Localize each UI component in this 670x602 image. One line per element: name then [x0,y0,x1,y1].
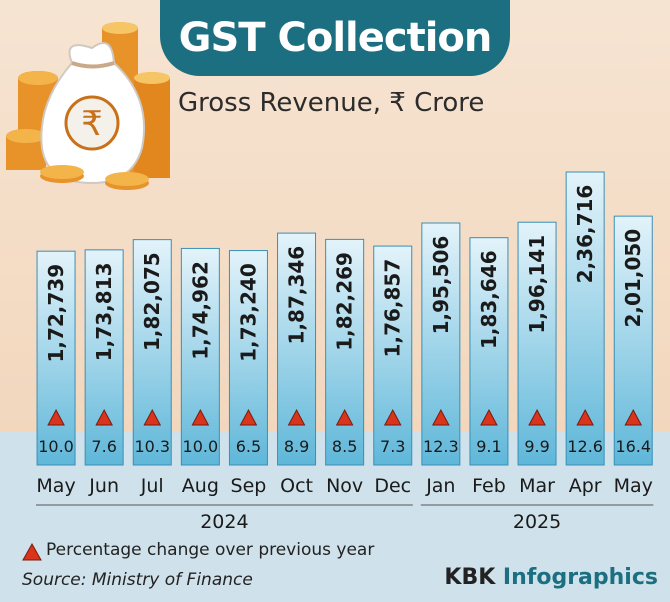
bar-3 [180,247,220,466]
x-tick-label: Mar [519,475,555,497]
growth-marker [480,408,498,426]
x-tick-label: Jun [88,475,119,497]
bar-2 [132,239,172,466]
x-tick-label: Apr [569,475,602,497]
growth-marker [95,408,113,426]
growth-marker [624,408,643,426]
growth-marker [239,408,258,426]
bar-chart: 1,72,739 10.0 May 1,73,813 7.6 Jun 1,82,075 10.… [36,171,654,533]
x-tick-label: Sep [231,475,267,497]
bar-value-label: 2,01,050 [621,229,645,328]
growth-marker [191,408,210,426]
growth-label: 12.3 [423,437,459,456]
money-bag-coins-icon: ₹ [6,22,170,190]
x-tick-label: Feb [472,475,506,497]
brand-part1: KBK [444,565,503,590]
growth-label: 7.3 [380,437,405,456]
bar-7 [373,245,413,466]
brand-part2: Infographics [502,565,658,590]
bar-value-label: 1,74,962 [188,261,212,360]
x-tick-label: Aug [182,475,219,497]
bar-value-label: 1,76,857 [381,259,405,358]
bar-value-label: 2,36,716 [573,185,597,284]
bar-5 [277,232,317,466]
growth-label: 9.9 [524,437,549,456]
growth-label: 16.4 [615,437,651,456]
brand-logo: KBK Infographics [444,565,658,590]
chart-title: GST Collection [178,15,493,61]
growth-label: 10.0 [38,437,74,456]
growth-marker [47,408,65,426]
bar-value-label: 1,87,346 [285,246,309,345]
bar-value-label: 1,95,506 [429,236,453,335]
source-note: Source: Ministry of Finance [22,570,253,590]
bar-1 [84,249,124,466]
growth-marker [143,408,162,426]
red-triangle-icon [22,543,42,561]
bar-value-label: 1,82,075 [140,252,164,351]
x-tick-label: Dec [374,475,411,497]
growth-label: 8.9 [284,437,309,456]
growth-label: 7.6 [91,437,116,456]
bar-value-label: 1,82,269 [333,252,357,351]
growth-marker [383,408,402,426]
growth-marker [335,408,354,426]
legend-label: Percentage change over previous year [46,540,375,560]
bar-value-label: 1,73,240 [236,263,260,362]
bar-value-label: 1,83,646 [477,250,501,349]
bar-9 [469,237,509,466]
bar-6 [325,238,365,466]
bar-0 [36,250,76,466]
year-label: 2025 [513,511,561,533]
x-tick-label: Jul [140,475,164,497]
growth-marker [576,408,594,426]
svg-text:₹: ₹ [81,104,103,144]
bar-value-label: 1,96,141 [525,235,549,334]
x-tick-label: May [36,475,75,497]
x-tick-label: Oct [280,475,313,497]
x-tick-label: Nov [326,475,363,497]
growth-label: 10.0 [183,437,219,456]
chart-subtitle: Gross Revenue, ₹ Crore [178,88,485,118]
growth-label: 8.5 [332,437,357,456]
bar-10 [517,221,557,466]
x-tick-label: Jan [425,475,455,497]
bar-value-label: 1,72,739 [44,264,68,363]
growth-label: 12.6 [567,437,603,456]
growth-marker [432,408,450,426]
bar-4 [228,250,268,466]
title-banner: GST Collection [160,0,510,76]
growth-marker [528,408,546,426]
year-label: 2024 [200,511,248,533]
growth-marker [287,408,306,426]
x-tick-label: May [614,475,653,497]
growth-label: 9.1 [476,437,501,456]
bar-value-label: 1,73,813 [92,263,116,362]
growth-label: 6.5 [236,437,261,456]
growth-label: 10.3 [134,437,170,456]
